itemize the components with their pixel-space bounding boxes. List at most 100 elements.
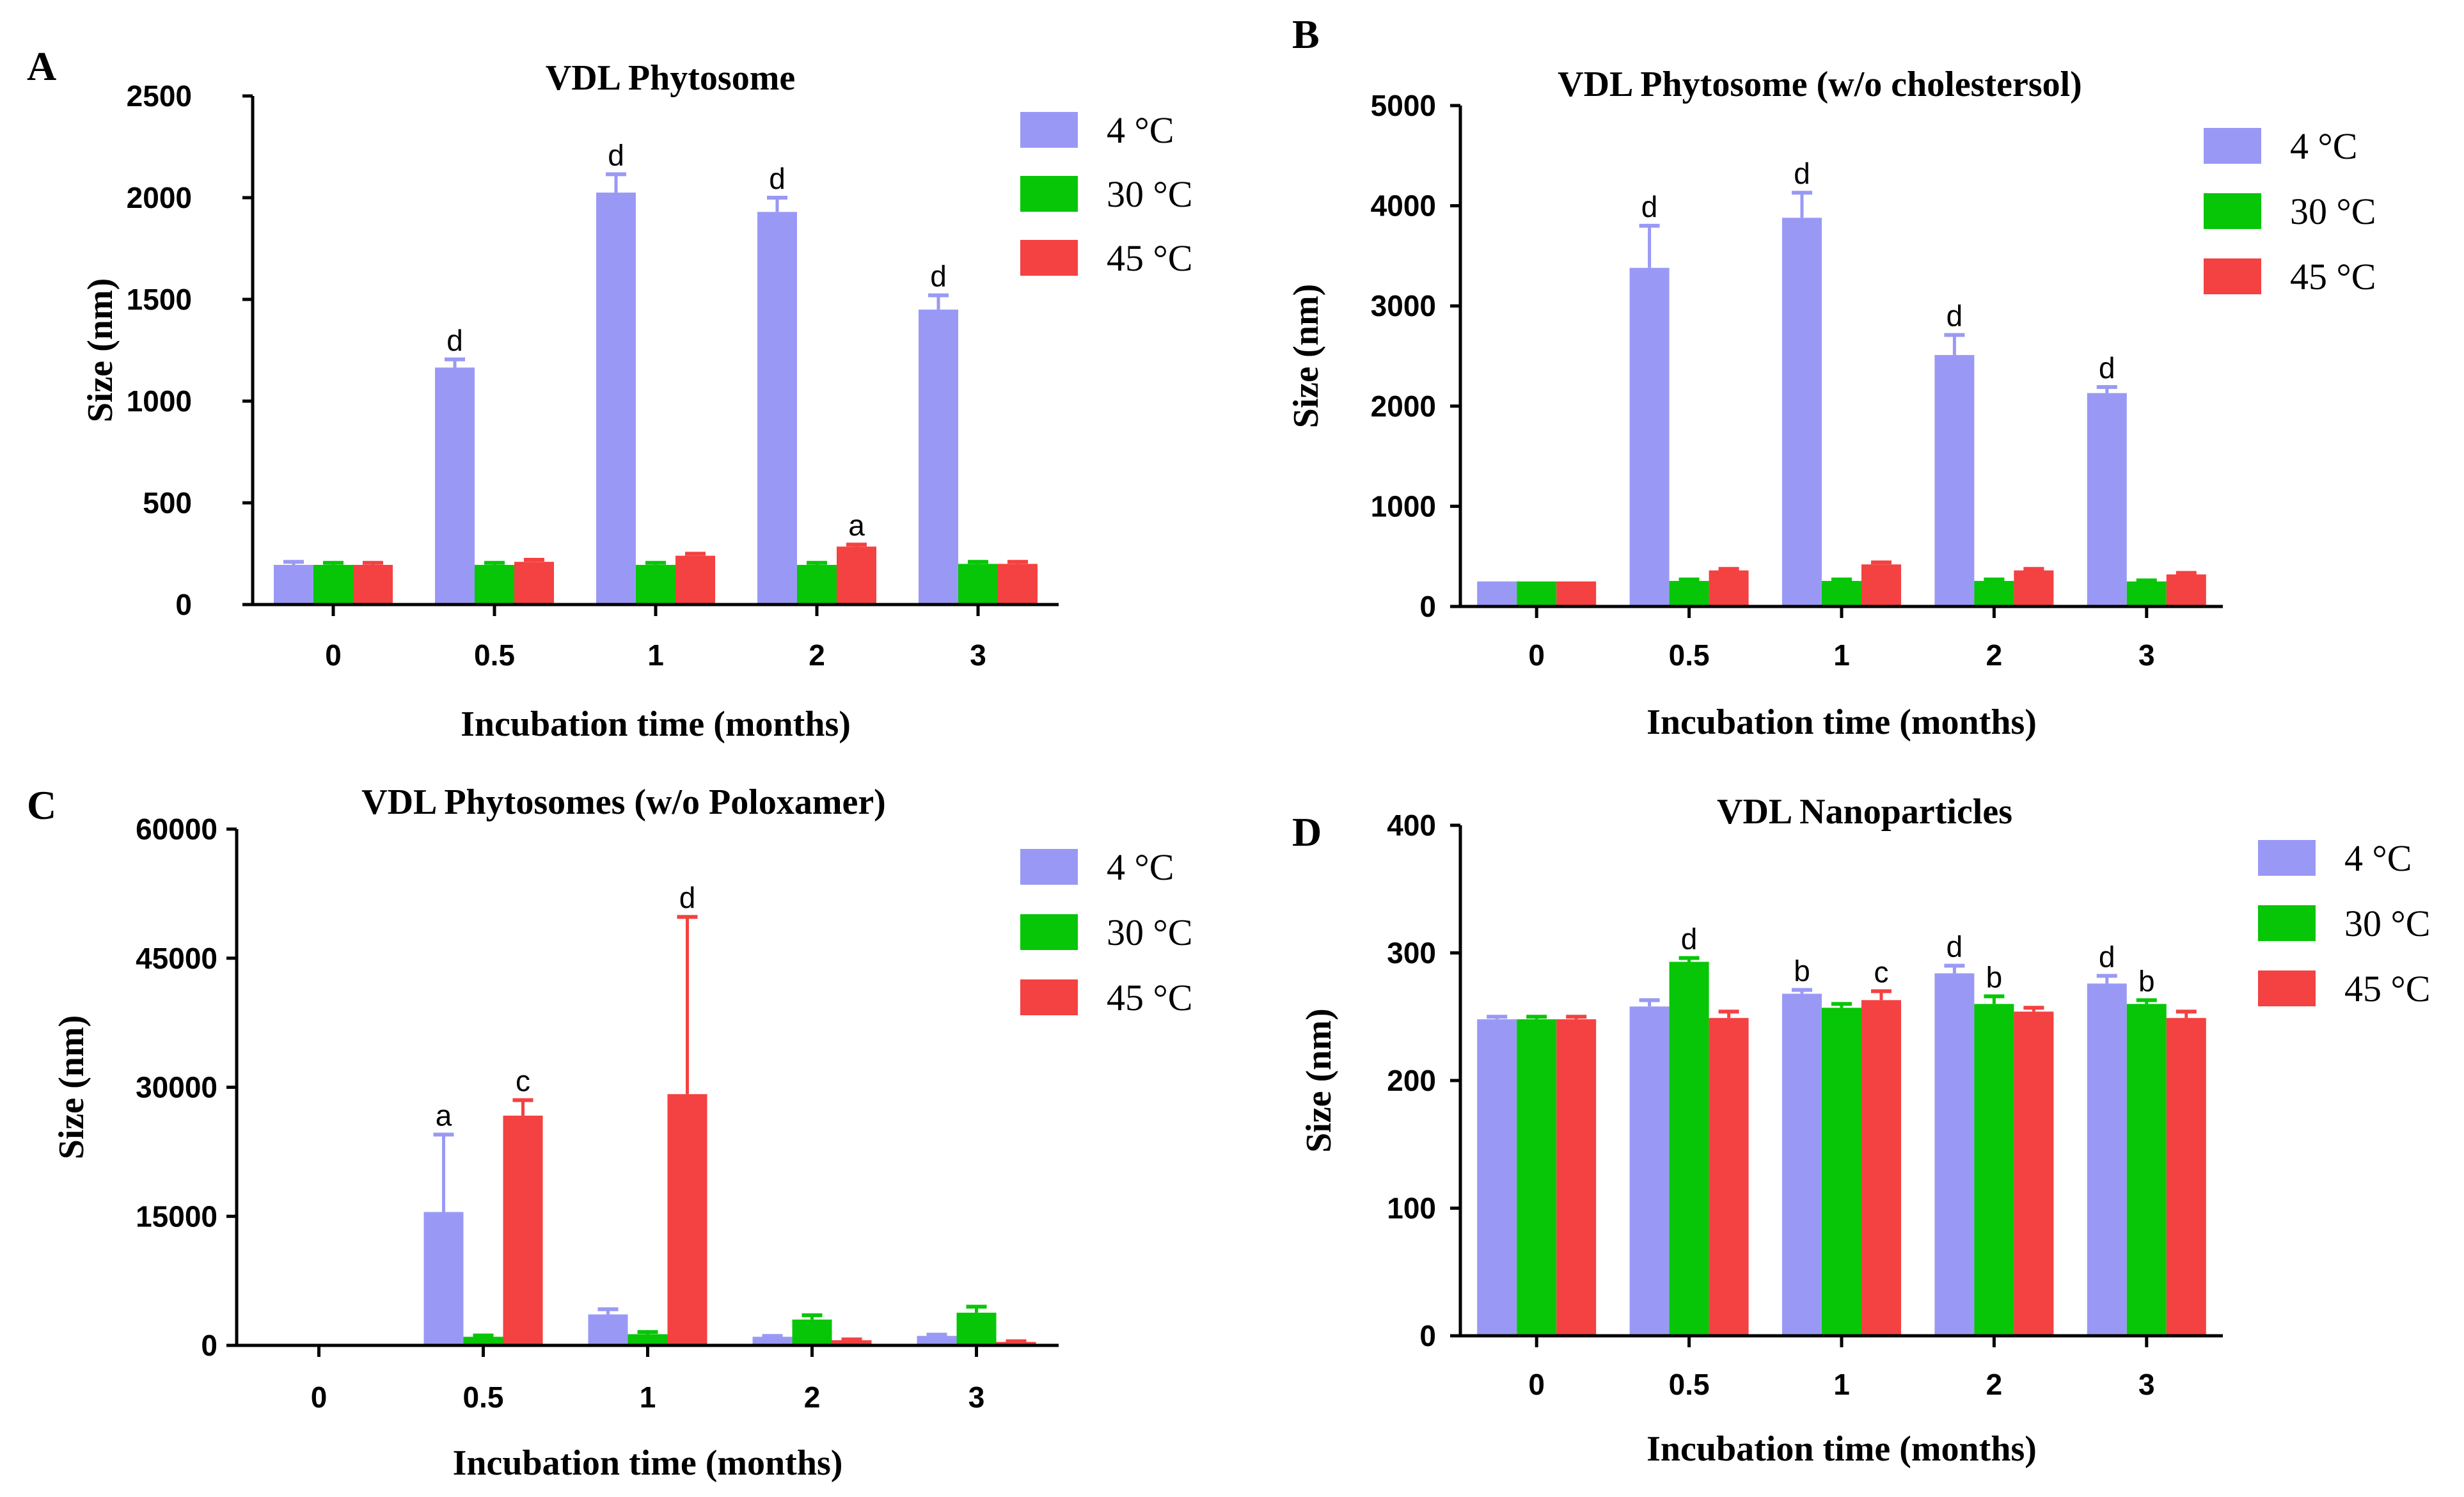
panel-c-sig-45c-2: d: [679, 881, 696, 914]
panel-b-bar-45c-2: [1861, 564, 1901, 606]
panel-d-bar-4c-4: [2087, 983, 2127, 1336]
panel-a-bar-4c-3: [757, 212, 797, 605]
panel-a-legend-label-4c: 4 °C: [1107, 109, 1174, 151]
panel-b-legend-swatch-45c: [2204, 258, 2261, 294]
panel-a-sig-4c-3: d: [769, 162, 786, 195]
panel-c-xtick-label-1: 0.5: [463, 1381, 504, 1414]
panel-d-bar-30c-1: [1669, 962, 1709, 1336]
panel-b-bar-4c-0: [1477, 581, 1517, 606]
panel-d-bar-45c-2: [1861, 1000, 1901, 1336]
panel-a-sig-4c-4: d: [930, 260, 947, 293]
panel-c-xtick-label-2: 1: [640, 1381, 656, 1414]
panel-b-xtick-label-2: 1: [1833, 638, 1850, 672]
panel-d-legend-label-30c: 30 °C: [2344, 903, 2430, 944]
panel-d-bar-30c-2: [1822, 1008, 1861, 1336]
panel-d-sig-30c-4: b: [2138, 964, 2155, 997]
panel-c-ytick-label-1: 15000: [136, 1200, 217, 1233]
panel-d-sig-4c-3: d: [1947, 930, 1963, 963]
panel-a-bar-4c-4: [919, 309, 958, 605]
panel-d-sig-4c-2: b: [1794, 954, 1810, 987]
panel-b-bar-30c-3: [1974, 581, 2014, 606]
panel-d-bar-30c-0: [1517, 1019, 1557, 1336]
panel-d-sig-30c-3: b: [1986, 960, 2003, 994]
panel-a-bar-30c-1: [475, 564, 514, 605]
panel-b-bar-45c-0: [1556, 581, 1597, 606]
panel-a-ytick-label-3: 1500: [127, 283, 192, 316]
panel-d-bar-4c-3: [1934, 973, 1975, 1336]
panel-d-legend-label-4c: 4 °C: [2344, 837, 2412, 879]
panel-b-ytick-label-2: 2000: [1371, 390, 1436, 423]
panel-a-ytick-label-1: 500: [143, 486, 192, 519]
panel-d-bar-30c-4: [2126, 1004, 2167, 1336]
panel-d-xtick-label-3: 2: [1986, 1368, 2003, 1401]
panel-c-bar-45c-3: [832, 1340, 872, 1345]
panel-a-bar-45c-3: [837, 546, 876, 605]
panel-b-ytick-label-1: 1000: [1371, 489, 1436, 523]
panel-a-bar-30c-4: [958, 564, 998, 605]
panel-a-bar-30c-3: [797, 564, 837, 605]
panel-a-letter: A: [27, 44, 56, 89]
panel-c-bar-30c-4: [956, 1312, 997, 1345]
panel-a-legend-swatch-4c: [1020, 112, 1078, 148]
panel-a-xtick-label-2: 1: [647, 638, 664, 672]
panel-a-xtick-label-1: 0.5: [474, 638, 515, 672]
panel-d-legend-label-45c: 45 °C: [2344, 968, 2430, 1010]
panel-d-sig-30c-1: d: [1681, 922, 1698, 955]
panel-c-ylabel: Size (nm): [52, 1015, 91, 1160]
panel-a-ytick-label-4: 2000: [127, 181, 192, 214]
panel-c-legend-swatch-4c: [1020, 849, 1078, 885]
panel-d-bar-4c-1: [1629, 1006, 1670, 1336]
panel-b-legend-swatch-4c: [2204, 128, 2261, 164]
panel-a-ylabel: Size (nm): [81, 278, 120, 423]
panel-b-sig-4c-1: d: [1641, 190, 1658, 223]
panel-c-ytick-label-0: 0: [201, 1329, 217, 1362]
panel-a-sig-4c-2: d: [608, 138, 624, 171]
panel-b-legend-label-4c: 4 °C: [2290, 125, 2357, 167]
panel-c-legend-swatch-45c: [1020, 979, 1078, 1015]
panel-a-sig-4c-1: d: [446, 324, 463, 357]
panel-d-ytick-label-0: 0: [1419, 1319, 1436, 1352]
panel-d-title: VDL Nanoparticles: [1717, 792, 2012, 832]
panel-c-ytick-label-3: 45000: [136, 942, 217, 975]
panel-b-xtick-label-4: 3: [2138, 638, 2155, 672]
panel-b-bar-4c-2: [1782, 218, 1822, 607]
panel-b-sig-4c-4: d: [2099, 351, 2115, 384]
panel-c-sig-4c-1: a: [436, 1098, 452, 1132]
panel-d-bar-45c-1: [1709, 1018, 1749, 1336]
panel-c-legend-label-45c: 45 °C: [1107, 977, 1192, 1018]
panel-b-ytick-label-5: 5000: [1371, 89, 1436, 122]
panel-a-xtick-label-0: 0: [325, 638, 342, 672]
panel-b-legend-swatch-30c: [2204, 193, 2261, 229]
panel-b-title: VDL Phytosome (w/o cholestersol): [1558, 65, 2082, 104]
panel-a-ytick-label-2: 1000: [127, 384, 192, 418]
panel-a-bar-4c-2: [596, 193, 636, 605]
panel-c-bar-45c-1: [503, 1115, 543, 1345]
panel-c-sig-45c-1: c: [516, 1065, 530, 1098]
panel-d-bar-45c-3: [2014, 1011, 2054, 1336]
panel-c-bar-30c-2: [628, 1334, 668, 1345]
panel-a-legend-label-45c: 45 °C: [1107, 237, 1192, 279]
panel-b-letter: B: [1292, 12, 1320, 57]
panel-b-xlabel: Incubation time (months): [1647, 702, 2037, 742]
panel-b-bar-30c-2: [1822, 581, 1861, 606]
panel-b-bar-30c-0: [1517, 581, 1557, 606]
panel-b-xtick-label-0: 0: [1528, 638, 1545, 672]
panel-b-sig-4c-3: d: [1947, 299, 1963, 333]
panel-d-xlabel: Incubation time (months): [1647, 1429, 2037, 1469]
panel-a-title: VDL Phytosome: [546, 58, 795, 98]
panel-d-xtick-label-1: 0.5: [1669, 1368, 1710, 1401]
panel-d-ytick-label-1: 100: [1387, 1192, 1436, 1225]
panel-c-bar-45c-2: [667, 1094, 707, 1345]
panel-c-bar-4c-1: [423, 1212, 464, 1345]
panel-a-bar-45c-1: [514, 562, 554, 605]
panel-c-bar-4c-2: [588, 1314, 628, 1345]
panel-a-bar-45c-4: [998, 564, 1038, 605]
panel-c-xlabel: Incubation time (months): [453, 1443, 843, 1483]
panel-d-xtick-label-4: 3: [2138, 1368, 2155, 1401]
panel-d-bar-4c-2: [1782, 994, 1822, 1336]
panel-a-sig-45c-3: a: [848, 509, 865, 542]
panel-a-bar-30c-0: [313, 564, 353, 605]
panel-c-legend-swatch-30c: [1020, 914, 1078, 950]
panel-b-legend-label-45c: 45 °C: [2290, 256, 2376, 297]
